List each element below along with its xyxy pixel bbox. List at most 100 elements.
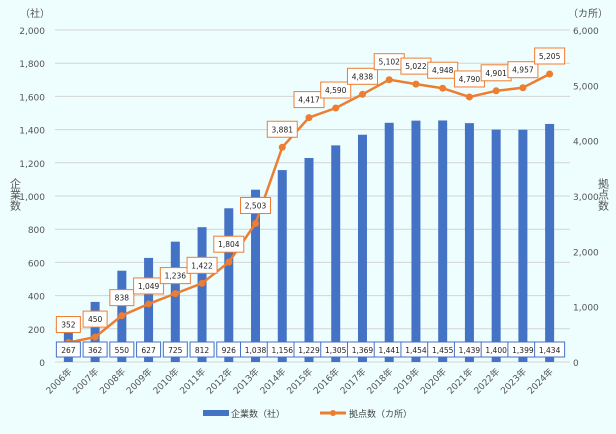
line-data-label: 1,236 xyxy=(165,272,187,281)
line-marker xyxy=(332,104,340,112)
bar-data-label: 362 xyxy=(88,346,103,355)
line-marker xyxy=(358,90,366,98)
bar-label-box xyxy=(136,341,162,358)
line-label-box xyxy=(109,289,135,307)
bar xyxy=(224,208,234,362)
line-marker xyxy=(252,220,260,228)
legend-swatch-bar xyxy=(203,410,229,416)
bar-data-label: 1,454 xyxy=(405,346,427,355)
bar-label-box xyxy=(55,341,81,358)
line-data-label: 1,804 xyxy=(218,240,240,249)
line-data-label: 1,049 xyxy=(138,282,160,291)
line-data-label: 5,102 xyxy=(378,58,400,67)
line-marker xyxy=(385,76,393,84)
bar-data-label: 926 xyxy=(222,346,237,355)
left-axis-title: 企業数 xyxy=(9,177,22,212)
left-tick-label: 1,800 xyxy=(19,60,45,70)
line-data-label: 4,901 xyxy=(485,69,507,78)
x-tick-label: 2006年 xyxy=(43,366,74,397)
right-tick-label: 2,000 xyxy=(573,248,599,258)
line-label-box xyxy=(266,120,298,138)
left-tick-label: 2,000 xyxy=(19,27,45,37)
bar-data-label: 1,439 xyxy=(459,346,481,355)
line-marker xyxy=(278,143,286,151)
bar-data-label: 267 xyxy=(61,346,76,355)
legend: 企業数（社） 拠点数（カ所） xyxy=(203,408,412,420)
line-label-box xyxy=(82,310,108,328)
bar-data-label: 1,434 xyxy=(539,346,561,355)
line-marker xyxy=(412,80,420,88)
x-tick-label: 2012年 xyxy=(204,366,235,397)
right-axis-title: 拠点数 xyxy=(597,178,610,212)
left-axis-unit: （社） xyxy=(20,7,50,20)
bar-data-label: 1,305 xyxy=(325,346,347,355)
bar xyxy=(251,189,261,362)
x-tick-label: 2013年 xyxy=(231,366,262,397)
bar-data-label: 1,400 xyxy=(485,346,507,355)
bar xyxy=(277,170,287,362)
x-tick-label: 2019年 xyxy=(391,366,422,397)
line-marker xyxy=(225,258,233,266)
bar xyxy=(197,227,207,362)
x-tick-label: 2011年 xyxy=(177,366,208,397)
line-data-label: 4,590 xyxy=(325,86,347,95)
line-data-label: 352 xyxy=(61,321,76,330)
line-data-label: 450 xyxy=(88,315,103,324)
bar xyxy=(331,145,341,362)
line-label-box xyxy=(186,256,218,274)
line-label-box xyxy=(507,61,539,79)
x-tick-label: 2024年 xyxy=(525,366,556,397)
line-data-label: 3,881 xyxy=(272,125,294,134)
line-marker xyxy=(118,312,126,320)
x-tick-label: 2022年 xyxy=(471,366,502,397)
x-tick-label: 2020年 xyxy=(418,366,449,397)
left-tick-label: 200 xyxy=(28,326,45,336)
right-tick-label: 1,000 xyxy=(573,304,599,314)
legend-marker xyxy=(330,410,336,416)
line-data-label: 4,838 xyxy=(352,72,374,81)
left-tick-label: 0 xyxy=(39,359,45,369)
bar xyxy=(90,301,100,362)
line-label-box xyxy=(159,267,191,285)
bar-label-box xyxy=(82,341,108,358)
line-data-label: 5,205 xyxy=(539,52,561,61)
line-data-label: 1,422 xyxy=(191,261,213,270)
line-label-box xyxy=(427,61,459,79)
left-tick-label: 1,000 xyxy=(19,193,45,203)
line-marker xyxy=(519,84,527,92)
line-data-label: 838 xyxy=(115,294,130,303)
left-tick-label: 1,400 xyxy=(19,127,45,137)
line-marker xyxy=(145,300,153,308)
x-tick-label: 2016年 xyxy=(311,366,342,397)
bar-label-box xyxy=(162,341,188,358)
line-data-label: 4,790 xyxy=(459,75,481,84)
line-data-label: 4,417 xyxy=(298,96,320,105)
right-tick-label: 4,000 xyxy=(573,138,599,148)
bar-data-label: 627 xyxy=(141,346,156,355)
bar xyxy=(464,123,474,362)
right-tick-label: 0 xyxy=(573,359,579,369)
line-label-box xyxy=(534,47,566,65)
legend-label-line: 拠点数（カ所） xyxy=(349,408,412,420)
bar-data-label: 1,038 xyxy=(245,346,267,355)
line-marker xyxy=(465,93,473,101)
line-label-box xyxy=(213,235,245,253)
bar-data-label: 1,455 xyxy=(432,346,454,355)
x-tick-label: 2018年 xyxy=(364,366,395,397)
x-tick-label: 2008年 xyxy=(97,366,128,397)
bar-label-box xyxy=(189,341,215,358)
line-marker xyxy=(546,70,554,78)
x-tick-label: 2007年 xyxy=(70,366,101,397)
bar-label-box xyxy=(109,341,135,358)
line-marker xyxy=(91,333,99,341)
bar xyxy=(384,122,394,362)
bar-data-label: 1,441 xyxy=(378,346,400,355)
line-label-box xyxy=(133,277,165,295)
left-tick-label: 600 xyxy=(28,259,45,269)
line-data-label: 4,957 xyxy=(512,66,534,75)
bar-data-label: 812 xyxy=(195,346,210,355)
line-marker xyxy=(492,87,500,95)
line-marker xyxy=(171,290,179,298)
line-data-label: 2,503 xyxy=(245,202,267,211)
bar-label-box xyxy=(534,341,566,358)
